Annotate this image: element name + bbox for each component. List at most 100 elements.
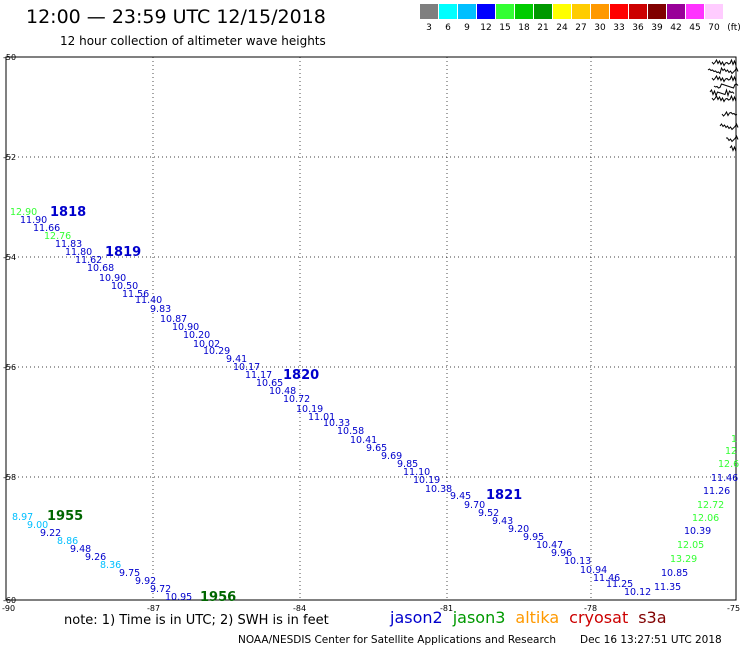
wave-height-value: 11.40: [135, 295, 162, 306]
legend-value: 36: [632, 23, 644, 33]
coastline-segment: [719, 122, 739, 131]
wave-height-value: 11.46: [593, 573, 620, 584]
wave-height-value: 12.76: [44, 231, 71, 242]
legend-value: 21: [537, 23, 549, 33]
page-title: 12:00 — 23:59 UTC 12/15/2018: [26, 6, 326, 28]
legend-value: 27: [575, 23, 587, 33]
wave-height-value: 12.72: [697, 500, 724, 511]
lat-tick-label: -58: [3, 473, 16, 482]
wave-height-value: 10.87: [160, 314, 187, 325]
wave-height-value: 10.39: [684, 526, 711, 537]
legend-value: 70: [708, 23, 720, 33]
wave-height-value: 11.17: [245, 370, 272, 381]
lat-tick-label: -50: [3, 53, 16, 62]
wave-height-value: 9.69: [381, 451, 402, 462]
wave-height-value: 9.75: [119, 568, 140, 579]
wave-height-value: 10.38: [425, 484, 452, 495]
wave-height-value: 11.83: [55, 239, 82, 250]
wave-height-value: 11.90: [20, 215, 47, 226]
legend-value: 30: [594, 23, 606, 33]
legend-swatch: [439, 4, 458, 19]
coastline-segment: [709, 88, 735, 98]
wave-height-value: 10.33: [323, 418, 350, 429]
footer-timestamp: Dec 16 13:27:51 UTC 2018: [580, 634, 722, 646]
legend-value: 45: [689, 23, 701, 33]
satellite-jason3: jason3: [452, 608, 506, 627]
wave-height-value: 10.02: [193, 339, 220, 350]
wave-height-value: 10.19: [413, 475, 440, 486]
lon-tick-label: -75: [727, 604, 740, 613]
legend-swatch: [610, 4, 629, 19]
wave-height-value: 10.90: [99, 273, 126, 284]
wave-height-value: 10.12: [624, 587, 651, 598]
wave-height-value: 9.92: [135, 576, 156, 587]
wave-height-value: 10.68: [87, 263, 114, 274]
pass-label: 1956: [200, 590, 236, 605]
legend-value: 18: [518, 23, 530, 33]
satellite-s3a: s3a: [638, 608, 667, 627]
wave-height-value: 9.41: [226, 354, 247, 365]
lat-tick-label: -56: [3, 363, 16, 372]
wave-height-value: 11.25: [606, 579, 633, 590]
wave-height-value: 8.86: [57, 536, 78, 547]
wave-height-value: 8.36: [100, 560, 121, 571]
wave-height-value: 12: [725, 446, 737, 457]
wave-height-value: 12.90: [10, 207, 37, 218]
wave-height-value: 11.66: [33, 223, 60, 234]
graticule: [6, 57, 736, 600]
wave-height-value: 10.72: [283, 394, 310, 405]
note-text: note: 1) Time is in UTC; 2) SWH is in fe…: [64, 613, 329, 628]
legend-swatch: [477, 4, 496, 19]
wave-height-value: 10.13: [564, 556, 591, 567]
wave-height-value: 12.05: [677, 540, 704, 551]
wave-height-value: 9.85: [397, 459, 418, 470]
coastline-segment: [711, 74, 737, 83]
wave-height-value: 10.95: [165, 592, 192, 603]
pass-label: 1821: [486, 488, 522, 503]
legend-swatch: [534, 4, 553, 19]
satellite-key: jason2 jason3 altika cryosat s3a: [390, 608, 677, 627]
wave-height-value: 11.01: [308, 412, 335, 423]
legend-value: 24: [556, 23, 568, 33]
satellite-jason2: jason2: [390, 608, 443, 627]
wave-height-value: 9.43: [492, 516, 513, 527]
lon-tick-label: -78: [584, 604, 597, 613]
wave-height-value: 9.20: [508, 524, 529, 535]
legend-value: 42: [670, 23, 682, 33]
footer-credit: NOAA/NESDIS Center for Satellite Applica…: [238, 634, 556, 646]
lon-tick-label: -90: [2, 604, 15, 613]
legend-value: 3: [426, 23, 432, 33]
page-subtitle: 12 hour collection of altimeter wave hei…: [60, 34, 326, 48]
wave-height-value: 11.46: [711, 473, 738, 484]
wave-height-value: 1: [731, 434, 737, 445]
wave-height-value: 10.90: [172, 322, 199, 333]
wave-height-value: 9.96: [551, 548, 572, 559]
wave-height-value: 10.17: [233, 362, 260, 373]
legend-swatch: [648, 4, 667, 19]
legend-unit: (ft): [727, 23, 740, 33]
wave-height-value: 11.26: [703, 486, 730, 497]
legend-swatch: [515, 4, 534, 19]
wave-height-value: 11.10: [403, 467, 430, 478]
legend-swatch: [705, 4, 724, 19]
coastline-segment: [707, 66, 739, 75]
wave-height-value: 10.65: [256, 378, 283, 389]
legend-swatch: [553, 4, 572, 19]
wave-height-value: 10.58: [337, 426, 364, 437]
wave-height-value: 10.85: [661, 568, 688, 579]
satellite-cryosat: cryosat: [569, 608, 629, 627]
pass-label: 1820: [283, 368, 319, 383]
legend-swatch: [686, 4, 705, 19]
legend-value: 33: [613, 23, 625, 33]
wave-height-value: 10.50: [111, 281, 138, 292]
legend-value: 15: [499, 23, 511, 33]
wave-height-value: 10.20: [183, 330, 210, 341]
wave-height-value: 11.62: [75, 255, 102, 266]
wave-height-value: 10.19: [296, 404, 323, 415]
legend-swatch: [629, 4, 648, 19]
wave-height-value: 10.29: [203, 346, 230, 357]
wave-height-value: 11.80: [65, 247, 92, 258]
coastline-segment: [713, 83, 739, 89]
satellite-altika: altika: [515, 608, 560, 627]
